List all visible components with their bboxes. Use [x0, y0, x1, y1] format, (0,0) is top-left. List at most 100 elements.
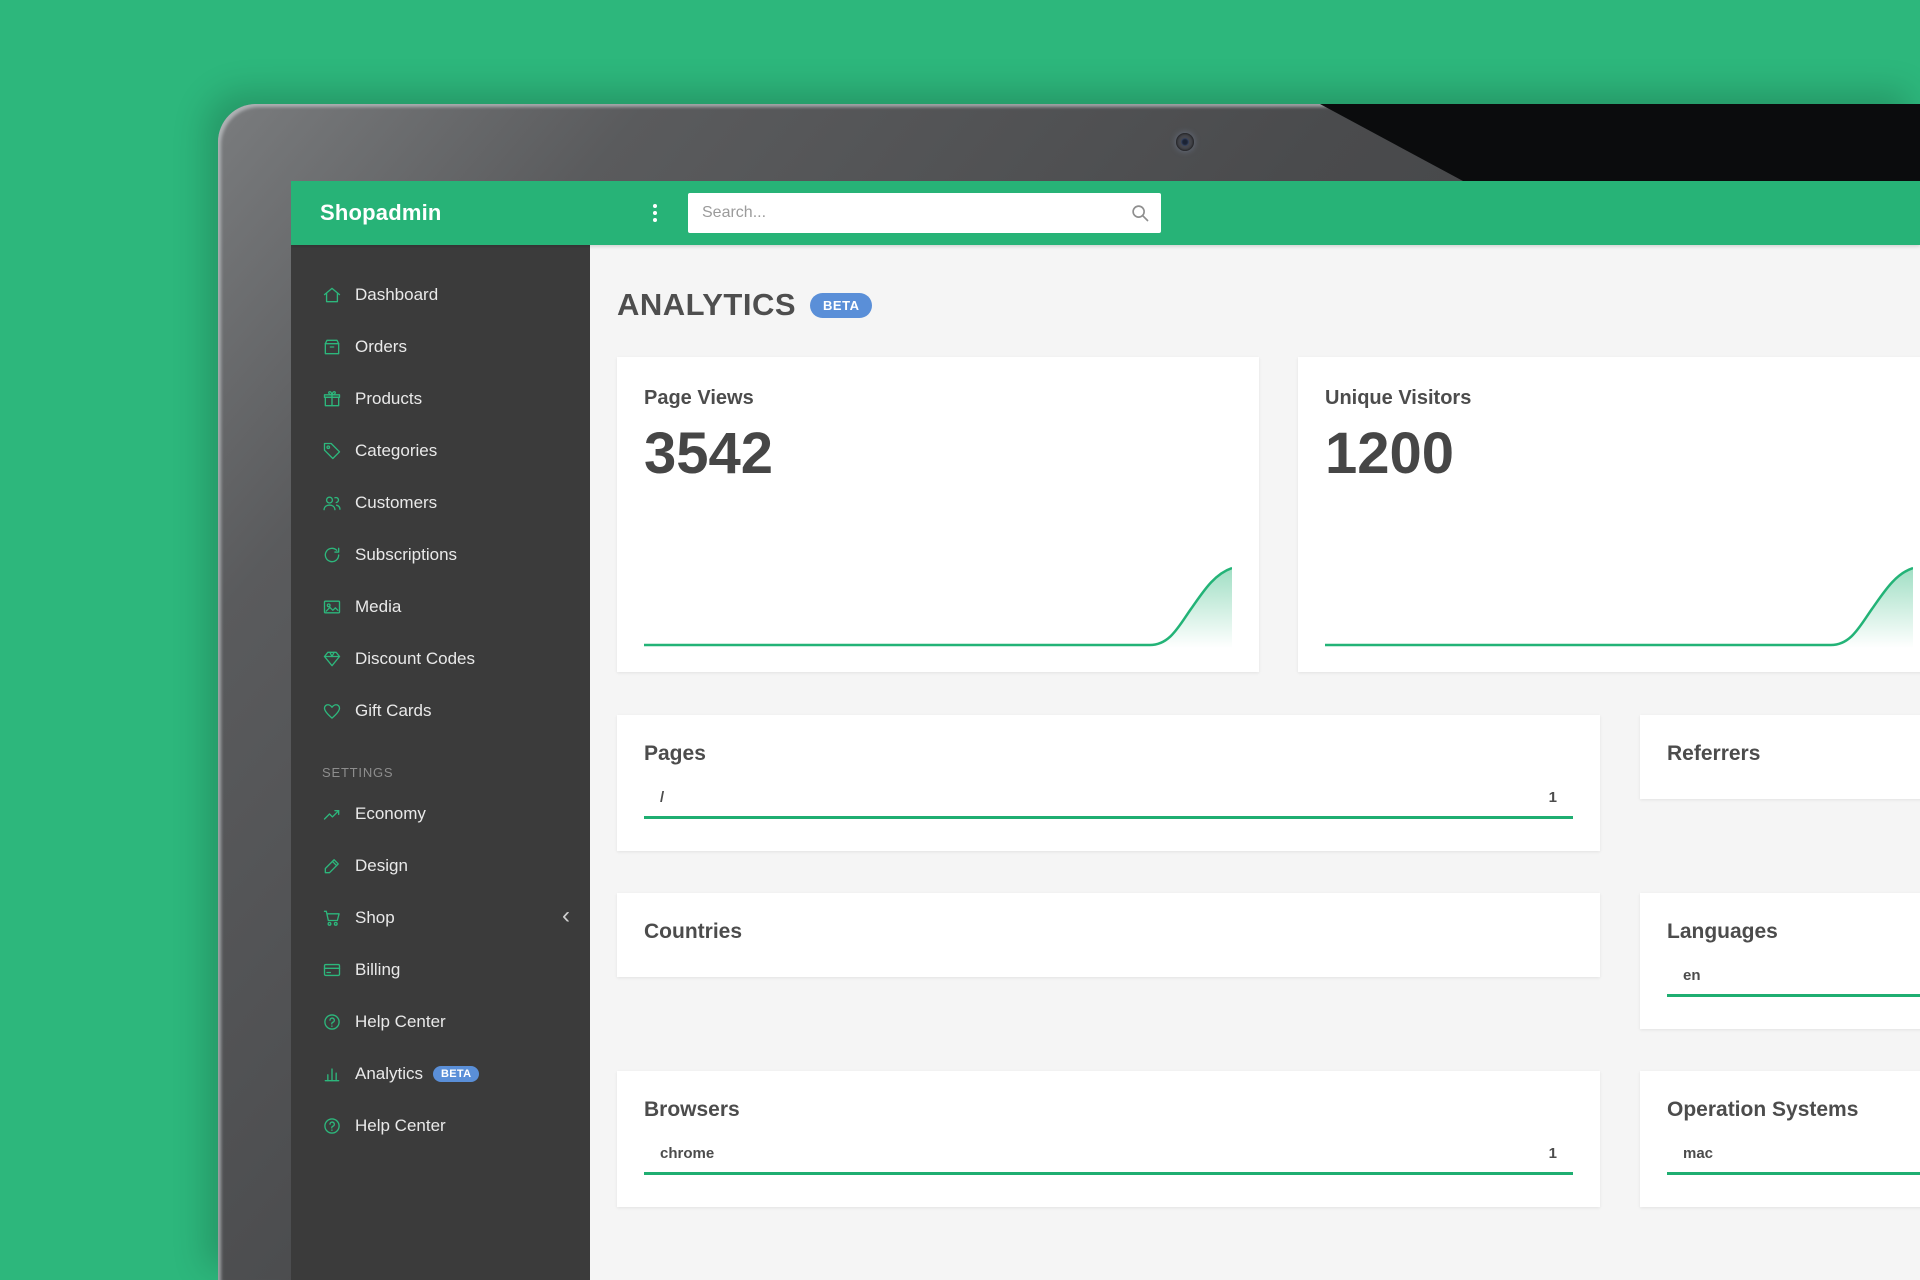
sidebar-settings-nav: Economy Design Shop ‹ Billing Help Cente…: [291, 788, 590, 1152]
sidebar-item-label: Subscriptions: [355, 545, 457, 565]
sidebar-item-label: Economy: [355, 804, 426, 824]
stat-card-label: Unique Visitors: [1325, 387, 1913, 410]
panel-browsers: Browsers chrome 1: [617, 1071, 1600, 1207]
users-icon: [322, 493, 342, 513]
sidebar-item-label: Products: [355, 389, 422, 409]
gift-icon: [322, 389, 342, 409]
panel-title: Referrers: [1667, 741, 1920, 767]
panel-row-browsers: chrome 1: [644, 1145, 1573, 1175]
sidebar-item-label: Gift Cards: [355, 701, 432, 721]
sidebar-item-label: Help Center: [355, 1116, 446, 1136]
sidebar-item-economy[interactable]: Economy: [291, 788, 590, 840]
top-navbar: Shopadmin: [291, 181, 1920, 245]
panel-row-container: Countries Languages en: [617, 893, 1920, 1029]
sparkline-chart: [1325, 562, 1913, 648]
sidebar-item-products[interactable]: Products: [291, 373, 590, 425]
desktop-background: Shopadmin Dashboard Orders Products Ca: [0, 0, 1920, 1280]
panel-row-container: Browsers chrome 1 Operation Systems mac: [617, 1071, 1920, 1207]
panel-title: Languages: [1667, 919, 1920, 945]
bezel-reflection: [218, 104, 1920, 181]
panel-title: Operation Systems: [1667, 1097, 1920, 1123]
webcam-lens: [1181, 138, 1189, 146]
sidebar-item-help-center[interactable]: Help Center: [291, 1100, 590, 1152]
sidebar-item-help-center[interactable]: Help Center: [291, 996, 590, 1048]
home-icon: [322, 285, 342, 305]
sidebar-item-label: Categories: [355, 441, 437, 461]
sidebar: Dashboard Orders Products Categories Cus…: [291, 245, 590, 1280]
screen-body: Dashboard Orders Products Categories Cus…: [291, 245, 1920, 1280]
sidebar-item-label: Dashboard: [355, 285, 438, 305]
diamond-icon: [322, 649, 342, 669]
panel-row-container: Pages / 1 Referrers: [617, 715, 1920, 851]
sidebar-main-nav: Dashboard Orders Products Categories Cus…: [291, 269, 590, 737]
sidebar-item-categories[interactable]: Categories: [291, 425, 590, 477]
stat-card-value: 3542: [644, 420, 1232, 487]
panel-row-value: 1: [1549, 1145, 1557, 1162]
sidebar-item-label: Help Center: [355, 1012, 446, 1032]
heart-icon: [322, 701, 342, 721]
sidebar-item-billing[interactable]: Billing: [291, 944, 590, 996]
panel-row-operation-systems: mac: [1667, 1145, 1920, 1175]
image-icon: [322, 597, 342, 617]
sidebar-item-dashboard[interactable]: Dashboard: [291, 269, 590, 321]
sidebar-item-shop[interactable]: Shop ‹: [291, 892, 590, 944]
panel-row-value: 1: [1549, 789, 1557, 806]
stat-card-page-views: Page Views 3542: [617, 357, 1259, 672]
sidebar-item-media[interactable]: Media: [291, 581, 590, 633]
stat-card-unique-visitors: Unique Visitors 1200: [1298, 357, 1920, 672]
panel-pages: Pages / 1: [617, 715, 1600, 851]
help-icon: [322, 1116, 342, 1136]
sidebar-item-label: Customers: [355, 493, 437, 513]
panel-row-label: /: [660, 789, 664, 806]
panel-row-label: mac: [1683, 1145, 1713, 1162]
panel-title: Countries: [644, 919, 1573, 945]
chart-line-icon: [322, 804, 342, 824]
panel-row-pages: / 1: [644, 789, 1573, 819]
box-icon: [322, 337, 342, 357]
sidebar-item-customers[interactable]: Customers: [291, 477, 590, 529]
main-content: ANALYTICS BETA Page Views 3542 Unique Vi…: [590, 245, 1920, 1280]
help-icon: [322, 1012, 342, 1032]
kebab-menu-icon[interactable]: [648, 199, 662, 227]
panel-grid: Pages / 1 Referrers Countries Languages …: [617, 715, 1920, 1207]
sidebar-beta-badge: BETA: [433, 1066, 479, 1082]
panel-countries: Countries: [617, 893, 1600, 977]
brand-logo[interactable]: Shopadmin: [291, 200, 590, 226]
sidebar-item-analytics[interactable]: Analytics BETA: [291, 1048, 590, 1100]
webcam: [1176, 133, 1194, 151]
cart-icon: [322, 908, 342, 928]
search-input[interactable]: [688, 193, 1161, 233]
page-beta-badge: BETA: [810, 293, 872, 318]
panel-row-label: en: [1683, 967, 1701, 984]
sidebar-item-subscriptions[interactable]: Subscriptions: [291, 529, 590, 581]
panel-operation-systems: Operation Systems mac: [1640, 1071, 1920, 1207]
sidebar-item-label: Analytics: [355, 1064, 423, 1084]
sidebar-item-discount-codes[interactable]: Discount Codes: [291, 633, 590, 685]
sidebar-item-orders[interactable]: Orders: [291, 321, 590, 373]
sparkline-chart: [644, 562, 1232, 648]
search-box: [688, 193, 1161, 233]
tag-icon: [322, 441, 342, 461]
page-header: ANALYTICS BETA: [617, 287, 1920, 323]
sidebar-item-label: Billing: [355, 960, 400, 980]
app-window: Shopadmin Dashboard Orders Products Ca: [291, 181, 1920, 1280]
credit-card-icon: [322, 960, 342, 980]
sidebar-item-label: Media: [355, 597, 401, 617]
design-icon: [322, 856, 342, 876]
sidebar-item-label: Discount Codes: [355, 649, 475, 669]
panel-title: Pages: [644, 741, 1573, 767]
stat-card-label: Page Views: [644, 387, 1232, 410]
sidebar-item-label: Orders: [355, 337, 407, 357]
sidebar-item-gift-cards[interactable]: Gift Cards: [291, 685, 590, 737]
page-title: ANALYTICS: [617, 287, 796, 323]
sidebar-item-design[interactable]: Design: [291, 840, 590, 892]
chevron-left-icon[interactable]: ‹: [562, 904, 570, 932]
panel-languages: Languages en: [1640, 893, 1920, 1029]
panel-referrers: Referrers: [1640, 715, 1920, 799]
stat-card-value: 1200: [1325, 420, 1913, 487]
sidebar-item-label: Design: [355, 856, 408, 876]
sidebar-item-label: Shop: [355, 908, 395, 928]
bar-chart-icon: [322, 1064, 342, 1084]
stat-card-row: Page Views 3542 Unique Visitors 1200: [617, 357, 1920, 672]
search-icon[interactable]: [1129, 202, 1151, 224]
